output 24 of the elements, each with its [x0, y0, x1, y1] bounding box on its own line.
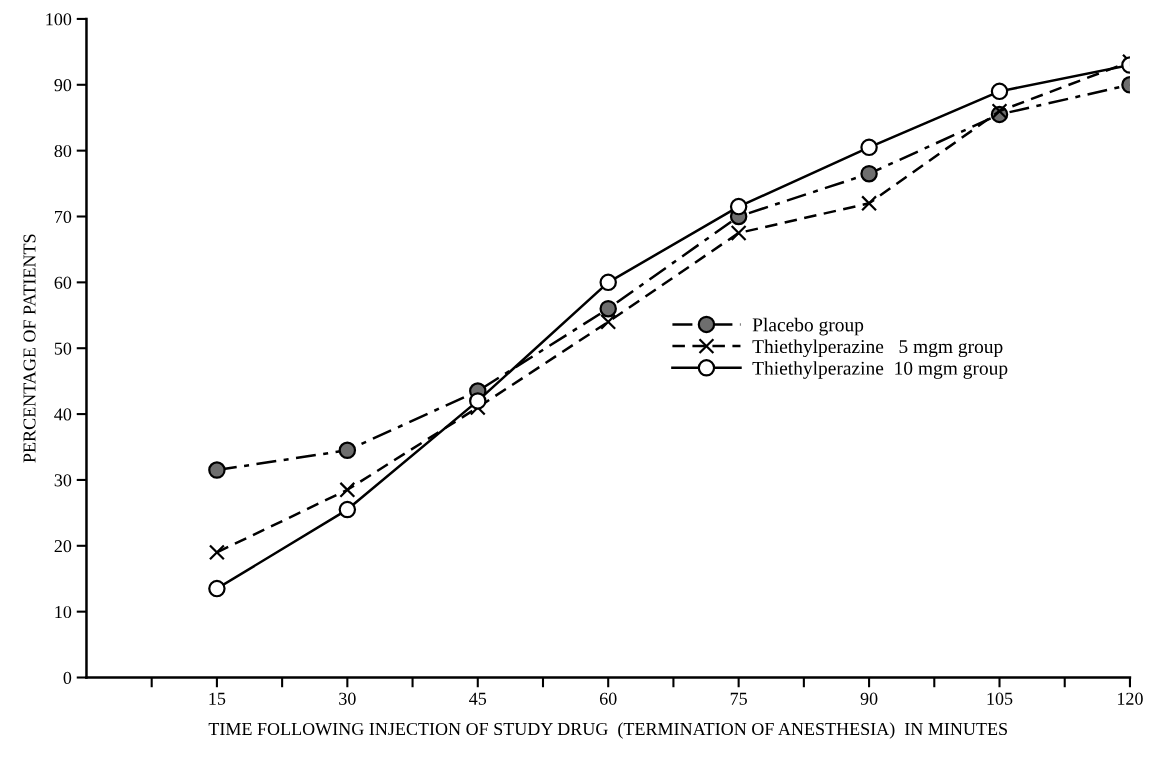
x-tick-label: 120	[1117, 692, 1143, 705]
x-tick-label: 60	[599, 692, 617, 705]
y-tick-label: 50	[54, 342, 72, 355]
x-tick-label: 90	[860, 692, 878, 705]
x-tick-label: 45	[469, 692, 487, 705]
x-axis-title: TIME FOLLOWING INJECTION OF STUDY DRUG (TERMINATION OF ANESTHESIA) IN MINUTES	[208, 722, 1007, 739]
legend-label: Placebo group	[752, 317, 864, 336]
y-tick-label: 10	[55, 605, 72, 619]
x-tick-label: 105	[987, 692, 1013, 705]
y-tick-label: 80	[54, 144, 72, 158]
legend-label: Thiethylperazine 10 mgm group	[752, 361, 1008, 379]
y-axis-title: PERCENTAGE OF PATIENTS	[23, 234, 36, 463]
y-tick-label: 30	[54, 474, 72, 487]
y-tick-label: 60	[54, 276, 72, 289]
y-tick-label: 20	[54, 540, 72, 553]
legend-label: Thiethylperazine 5 mgm group	[752, 339, 1003, 358]
y-tick-label: 100	[46, 13, 72, 26]
y-tick-label: 70	[55, 210, 72, 223]
y-tick-label: 40	[54, 408, 72, 421]
y-tick-label: 0	[63, 671, 72, 684]
x-tick-label: 30	[339, 692, 356, 705]
x-tick-label: 75	[730, 692, 747, 705]
x-tick-label: 15	[209, 692, 226, 705]
y-tick-label: 90	[54, 79, 72, 92]
